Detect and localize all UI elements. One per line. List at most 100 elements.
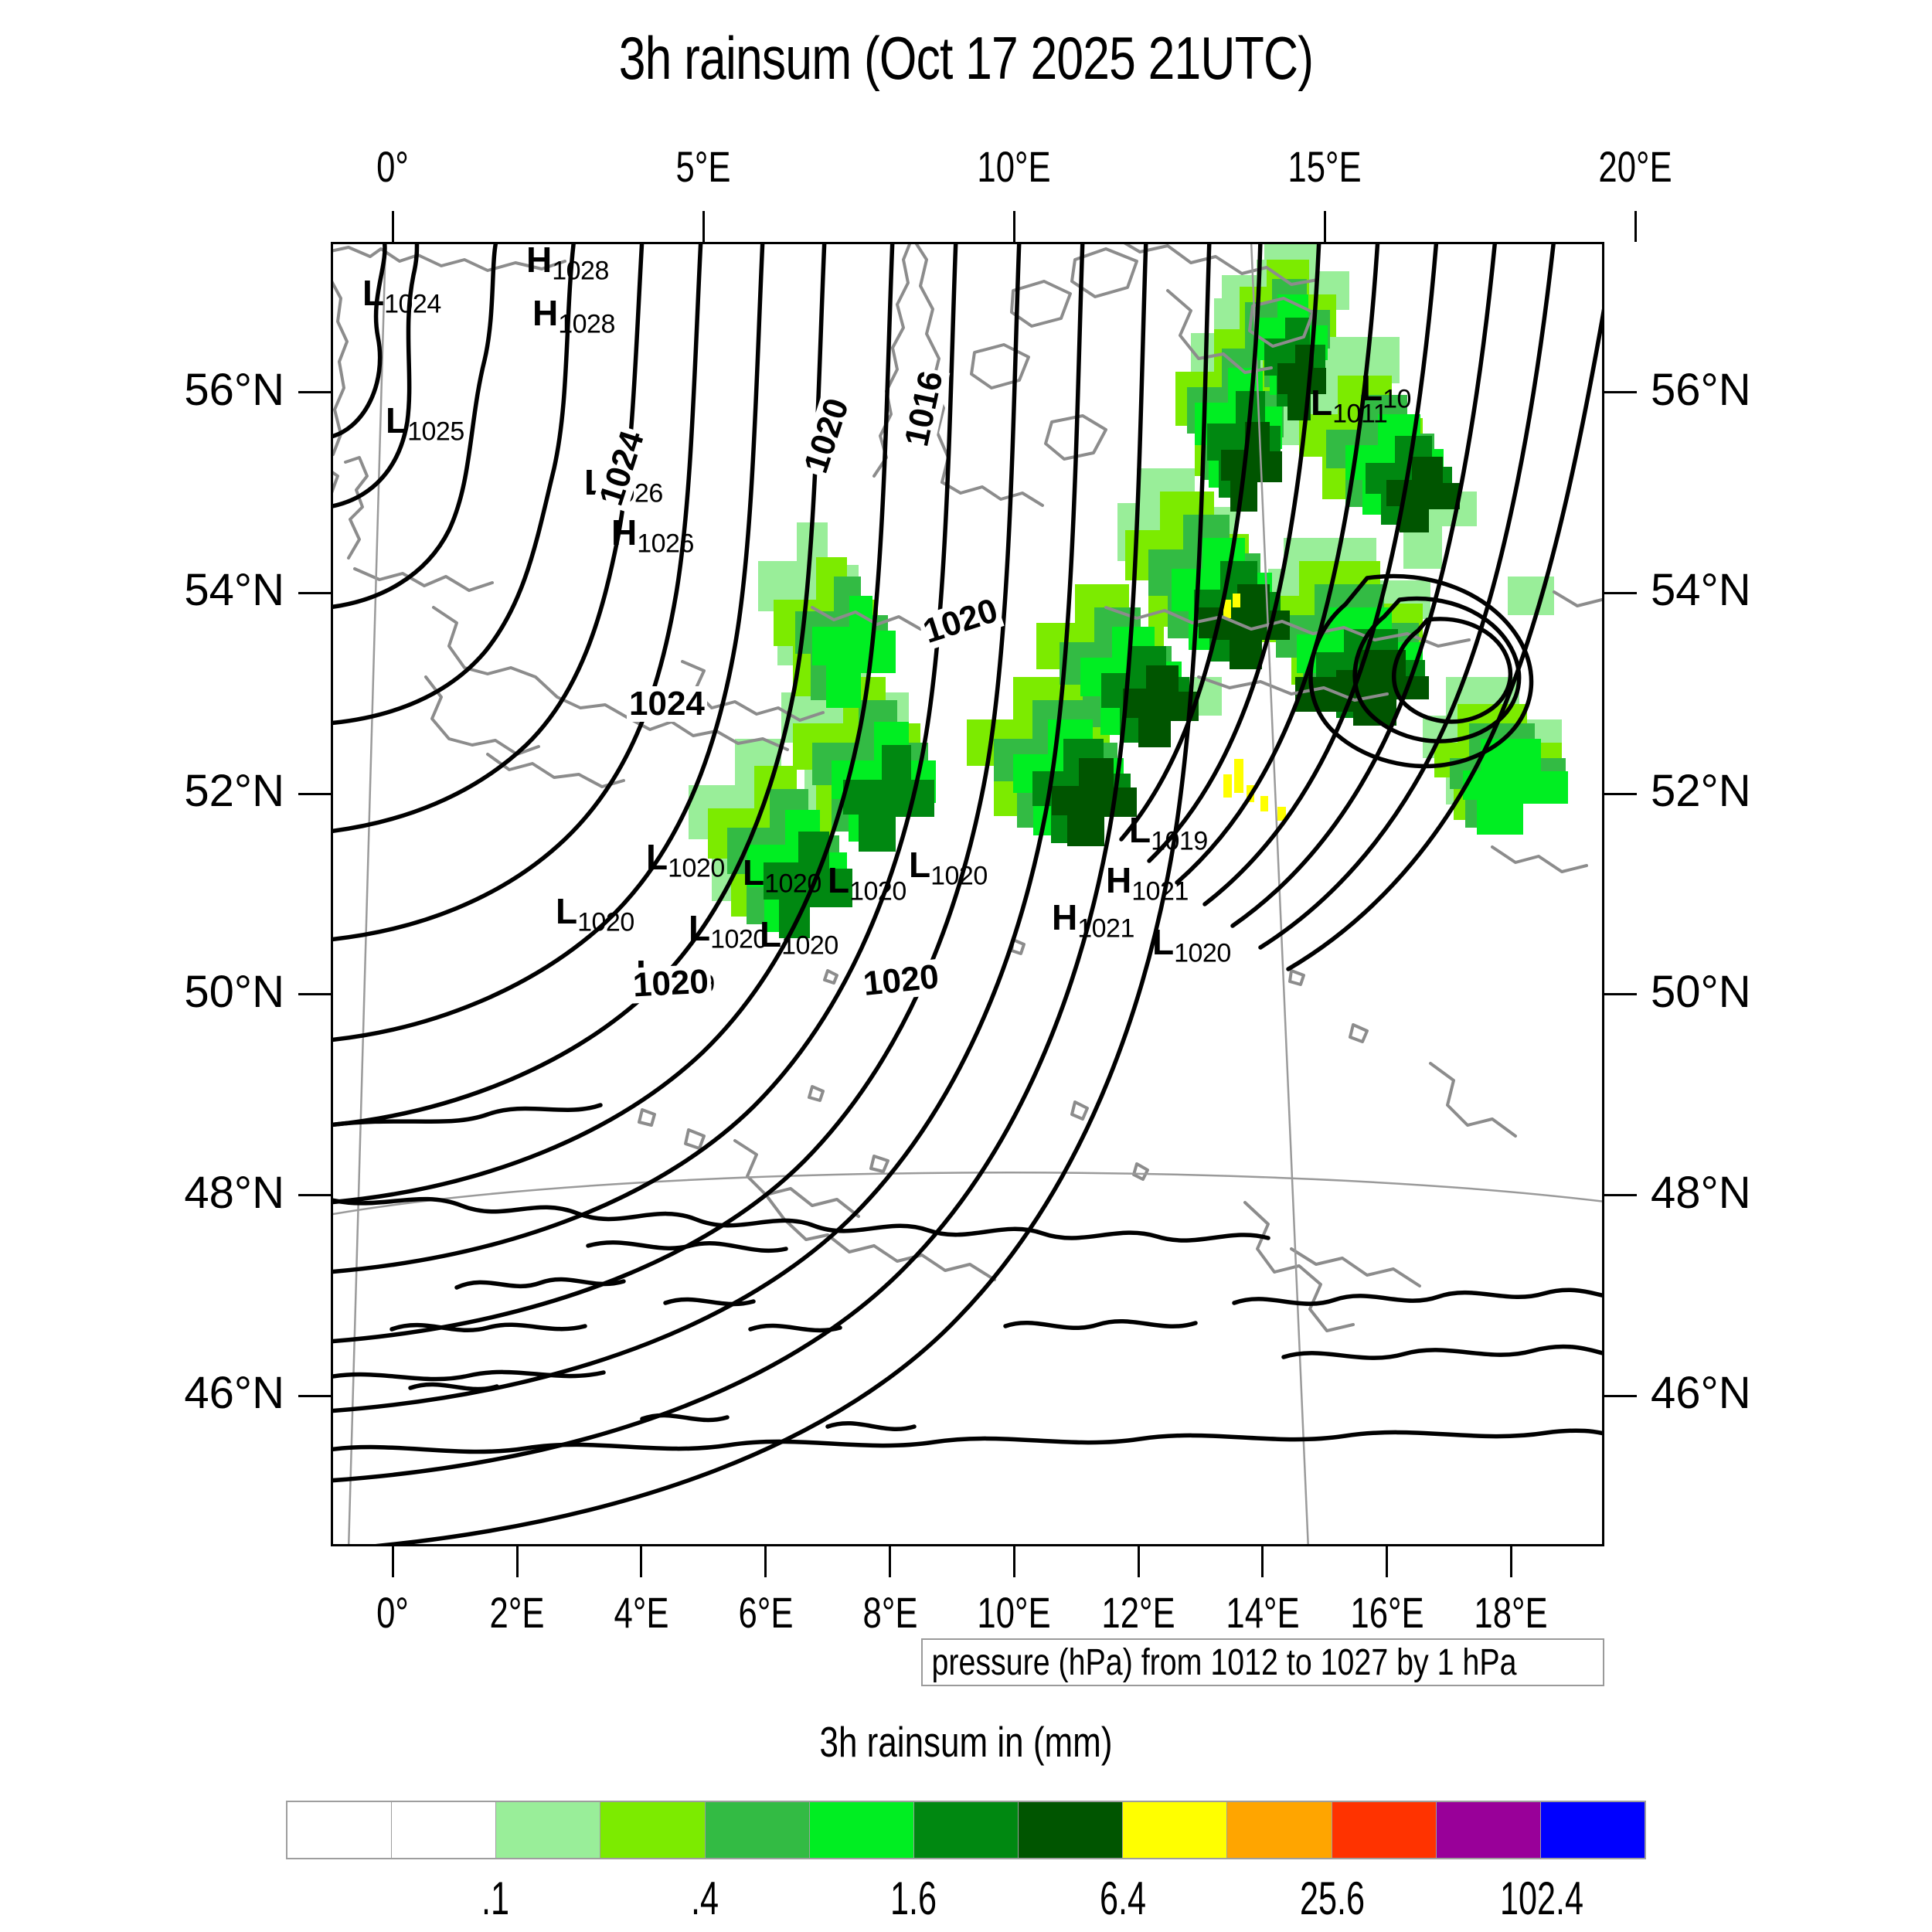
pressure-center-l-12: L1020 (909, 847, 988, 889)
pressure-center-value: 1020 (930, 861, 988, 891)
left-axis-label-1: 54°N (184, 565, 284, 616)
left-tick-5 (298, 1394, 331, 1397)
right-axis-label-5: 46°N (1651, 1368, 1751, 1419)
pressure-center-type: L (556, 891, 578, 931)
pressure-center-h-2: H1028 (532, 295, 615, 338)
bottom-tick-7 (1261, 1546, 1264, 1577)
pressure-center-l-9: L1020 (646, 839, 725, 882)
pressure-center-type: L (362, 273, 385, 313)
bottom-axis-label-5: 10°E (977, 1588, 1051, 1637)
colorbar-cell-2[interactable] (496, 1802, 601, 1858)
pressure-center-value: 1020 (668, 853, 725, 883)
colorbar-cell-12[interactable] (1540, 1802, 1645, 1858)
pressure-contours (333, 244, 1602, 1544)
pressure-center-type: L (646, 837, 668, 877)
bottom-axis-label-3: 6°E (738, 1588, 794, 1637)
pressure-center-type: L (689, 908, 711, 948)
pressure-center-value: 1020 (781, 930, 838, 961)
pressure-center-type: L (386, 400, 408, 440)
bottom-axis-label-0: 0° (376, 1588, 410, 1637)
pressure-center-value: 1020 (849, 876, 906, 906)
colorbar-cell-7[interactable] (1019, 1802, 1124, 1858)
colorbar-cell-4[interactable] (705, 1802, 810, 1858)
coastlines (333, 244, 1602, 1332)
map-canvas (333, 244, 1602, 1544)
colorbar-label-2: 1.6 (890, 1872, 937, 1924)
pressure-center-l-10: L1020 (743, 855, 821, 897)
pressure-center-type: L (828, 860, 850, 900)
pressure-legend-text: pressure (hPa) from 1012 to 1027 by 1 hP… (931, 1641, 1517, 1683)
colorbar-label-5: 102.4 (1499, 1872, 1583, 1924)
pressure-center-type: H (611, 512, 638, 553)
right-tick-2 (1604, 792, 1637, 795)
bottom-tick-9 (1509, 1546, 1512, 1577)
top-axis-label-4: 20°E (1598, 142, 1672, 191)
bottom-tick-3 (764, 1546, 767, 1577)
colorbar-cell-5[interactable] (809, 1802, 914, 1858)
right-axis-label-0: 56°N (1651, 364, 1751, 415)
bottom-tick-8 (1386, 1546, 1389, 1577)
right-axis-label-3: 50°N (1651, 966, 1751, 1017)
pressure-center-l-14: L1020 (556, 893, 634, 936)
pressure-center-l-7: L10 (1361, 370, 1411, 413)
bottom-tick-6 (1137, 1546, 1140, 1577)
left-tick-3 (298, 993, 331, 996)
left-tick-1 (298, 591, 331, 594)
map-container: L1024 H1028 H1028 L1025 L1026 H1026 L1011 L10 L1… (331, 242, 1604, 1546)
pressure-center-l-17: L1020 (760, 917, 838, 959)
pressure-center-type: L (1361, 368, 1383, 408)
graticule (333, 244, 1602, 1544)
pressure-center-l-18: L1020 (1152, 924, 1231, 967)
colorbar-cell-0[interactable] (287, 1802, 393, 1858)
pressure-center-type: L (1129, 810, 1151, 850)
pressure-center-type: H (526, 242, 553, 280)
pressure-center-l-3: L1025 (386, 403, 464, 445)
pressure-center-value: 1026 (637, 529, 694, 559)
pressure-center-type: L (760, 914, 782, 954)
pressure-center-value: 1021 (1077, 913, 1134, 944)
colorbar-cell-6[interactable] (913, 1802, 1019, 1858)
pressure-center-value: 1020 (764, 869, 821, 899)
colorbar-cell-11[interactable] (1436, 1802, 1541, 1858)
top-axis-label-3: 15°E (1287, 142, 1362, 191)
colorbar-cell-9[interactable] (1227, 1802, 1332, 1858)
bottom-axis-label-2: 4°E (614, 1588, 669, 1637)
bottom-axis-label-7: 14°E (1226, 1588, 1300, 1637)
pressure-center-value: 1028 (558, 309, 615, 339)
pressure-center-value: 1025 (407, 417, 464, 447)
colorbar-container (286, 1801, 1646, 1859)
colorbar-cell-10[interactable] (1332, 1802, 1437, 1858)
right-tick-0 (1604, 391, 1637, 394)
pressure-center-type: L (1311, 383, 1333, 423)
pressure-center-value: 1024 (384, 289, 441, 319)
pressure-center-h-13: H1021 (1106, 862, 1189, 905)
right-tick-5 (1604, 1394, 1637, 1397)
bottom-axis-label-9: 18°E (1474, 1588, 1549, 1637)
pressure-legend-box: pressure (hPa) from 1012 to 1027 by 1 hP… (921, 1638, 1604, 1686)
pressure-center-type: L (909, 845, 931, 885)
bottom-axis-label-6: 12°E (1101, 1588, 1175, 1637)
colorbar-cell-1[interactable] (392, 1802, 497, 1858)
colorbar-cell-3[interactable] (600, 1802, 706, 1858)
left-axis-label-2: 52°N (184, 766, 284, 817)
right-tick-3 (1604, 993, 1637, 996)
colorbar-cell-8[interactable] (1123, 1802, 1228, 1858)
top-axis-label-2: 10°E (977, 142, 1051, 191)
pressure-center-l-11: L1020 (828, 862, 906, 905)
pressure-center-l-6: L1011 (1311, 383, 1388, 427)
right-tick-4 (1604, 1194, 1637, 1197)
page-title: 3h rainsum (Oct 17 2025 21UTC) (618, 24, 1314, 92)
colorbar[interactable] (286, 1801, 1646, 1859)
pressure-center-type: H (1052, 897, 1078, 937)
bottom-axis-label-8: 16°E (1350, 1588, 1424, 1637)
colorbar-label-3: 6.4 (1100, 1872, 1147, 1924)
left-axis-label-4: 48°N (184, 1167, 284, 1218)
top-axis-label-0: 0° (376, 142, 410, 191)
map-frame: L1024 H1028 H1028 L1025 L1026 H1026 L1011 L10 L1… (331, 242, 1604, 1546)
pressure-center-value: 1028 (552, 256, 609, 286)
pressure-center-value: 1020 (710, 924, 767, 954)
contour-label-layer: 1024 1020 1016 1024 1024 1020 1020 1020 (333, 244, 1602, 1544)
pressure-center-value: 1020 (1174, 938, 1231, 968)
pressure-center-value: 10 (1383, 384, 1411, 414)
left-tick-2 (298, 792, 331, 795)
